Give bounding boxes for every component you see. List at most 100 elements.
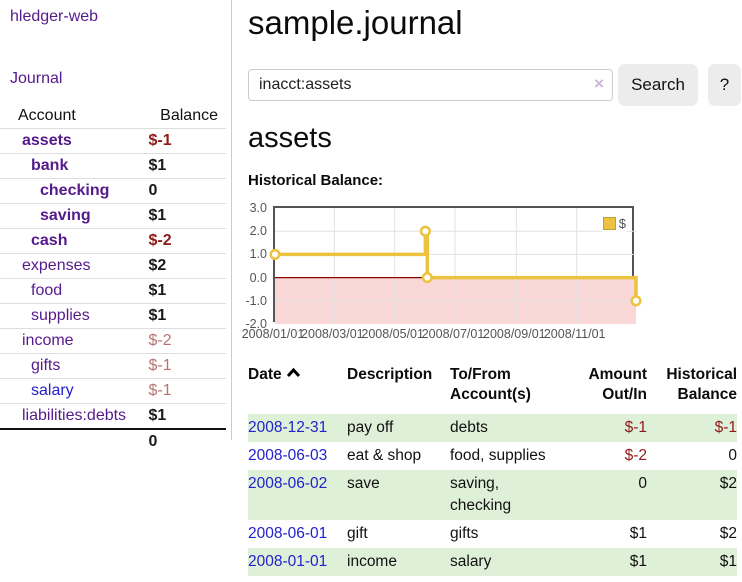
account-balance: $-2 — [148, 328, 226, 354]
register-row-balance: $1 — [647, 548, 737, 576]
register-row-date: 2008-12-31 — [248, 414, 347, 442]
account-link-income[interactable]: income — [22, 332, 74, 349]
register-header-description: Description — [347, 366, 433, 383]
register-row-amount: $-2 — [624, 447, 647, 464]
transaction-date-link[interactable]: 2008-06-02 — [248, 475, 328, 492]
account-row: expenses $2 — [0, 253, 226, 279]
transaction-date-link[interactable]: 2008-06-01 — [248, 525, 328, 542]
data-point-marker — [419, 225, 431, 237]
y-tick-label: -1.0 — [245, 293, 267, 308]
x-tick-label: 2008/01/01 — [241, 327, 305, 341]
x-tick-label: 2008/11/01 — [543, 327, 606, 341]
account-link-food[interactable]: food — [31, 282, 63, 299]
transaction-date-link[interactable]: 2008-12-31 — [248, 419, 328, 436]
transaction-date-link[interactable]: 2008-06-03 — [248, 447, 328, 464]
register-row-accounts: food, supplies — [450, 447, 546, 464]
account-row: checking 0 — [0, 178, 226, 204]
search-button[interactable]: Search — [618, 64, 698, 106]
register-row-accounts: gifts — [450, 525, 479, 542]
account-row: food $1 — [0, 278, 226, 304]
register-row-description: pay off — [347, 414, 450, 442]
register-row-balance: $2 — [719, 525, 737, 542]
register-row-date: 2008-06-01 — [248, 520, 347, 548]
register-table: Date Description To/From Account(s) Amou… — [248, 362, 737, 576]
accounts-header-account: Account — [18, 107, 76, 124]
account-balance: $-2 — [148, 228, 226, 254]
help-button[interactable]: ? — [708, 64, 741, 106]
legend-swatch-icon — [602, 217, 616, 230]
data-point-marker — [630, 295, 642, 307]
account-row: gifts $-1 — [0, 353, 226, 379]
chart-title: Historical Balance: — [248, 172, 384, 189]
account-link-bank[interactable]: bank — [31, 157, 69, 174]
register-header-balance: Historical Balance — [666, 366, 737, 403]
account-balance: $1 — [148, 303, 226, 329]
register-row-accounts: saving, checking — [450, 470, 575, 520]
account-link-cash[interactable]: cash — [31, 232, 68, 249]
register-row-date: 2008-01-01 — [248, 548, 347, 576]
x-tick-label: 2008/09/01 — [483, 327, 546, 341]
legend-label: $ — [618, 216, 626, 231]
search-form: × Search ? — [248, 64, 742, 106]
account-row: bank $1 — [0, 153, 226, 179]
chart-plot-area: $ — [269, 206, 642, 324]
accounts-header-balance: Balance — [160, 107, 218, 124]
x-tick-label: 2008/07/01 — [421, 327, 485, 341]
account-link-gifts[interactable]: gifts — [31, 357, 61, 374]
accounts-total-row: 0 — [0, 428, 226, 454]
account-row: income $-2 — [0, 328, 226, 354]
accounts-table-header: Account Balance — [0, 104, 226, 129]
clear-search-icon[interactable]: × — [594, 74, 604, 93]
register-row-description: eat & shop — [347, 447, 422, 464]
register-row-accounts: salary — [450, 548, 575, 576]
register-row-amount: $-1 — [575, 414, 647, 442]
register-row-balance: $-1 — [647, 414, 737, 442]
register-row-balance: 0 — [728, 447, 737, 464]
search-input[interactable] — [248, 69, 613, 101]
transaction-date-link[interactable]: 2008-01-01 — [248, 553, 328, 570]
x-tick-label: 2008/03/01 — [301, 327, 364, 341]
account-balance: $-1 — [148, 128, 226, 154]
register-row-amount: $1 — [575, 548, 647, 576]
sidebar: hledger-web Journal Account Balance asse… — [0, 0, 232, 454]
account-balance: 0 — [148, 178, 226, 204]
data-point-marker — [421, 272, 433, 284]
register-header-amount: Amount Out/In — [588, 366, 647, 403]
account-link-saving[interactable]: saving — [40, 207, 91, 224]
data-point-marker — [269, 248, 281, 260]
account-row: supplies $1 — [0, 303, 226, 329]
account-link-checking[interactable]: checking — [40, 182, 110, 199]
y-tick-label: 2.0 — [249, 224, 267, 239]
account-row: saving $1 — [0, 203, 226, 229]
register-row-description: save — [347, 470, 450, 520]
sort-ascending-icon — [286, 367, 300, 378]
account-link-salary[interactable]: salary — [31, 382, 74, 399]
app-brand-link[interactable]: hledger-web — [10, 8, 99, 25]
accounts-total-value: 0 — [148, 428, 226, 454]
balance-chart: $ 3.0 2.0 1.0 0.0 -1.0 -2.0 2008/01/01 2008/03… — [242, 201, 642, 341]
register-header-accounts: To/From Account(s) — [450, 366, 531, 403]
account-row: assets $-1 — [0, 128, 226, 154]
register-row-date: 2008-06-03 — [248, 442, 347, 470]
sidebar-item-journal[interactable]: Journal — [10, 70, 63, 87]
y-tick-label: 3.0 — [249, 201, 267, 215]
account-link-assets[interactable]: assets — [22, 132, 72, 149]
account-balance: $-1 — [148, 378, 226, 404]
account-balance: $1 — [148, 403, 226, 429]
register-row-balance: $2 — [647, 470, 737, 520]
account-link-expenses[interactable]: expenses — [22, 257, 91, 274]
register-row-description: gift — [347, 525, 368, 542]
x-tick-label: 2008/05/01 — [361, 327, 424, 341]
account-heading: assets — [248, 122, 332, 154]
account-row: salary $-1 — [0, 378, 226, 404]
account-balance: $1 — [148, 153, 226, 179]
y-tick-label: -2.0 — [245, 317, 267, 331]
register-row-amount: 0 — [575, 470, 647, 520]
account-link-liabilities-debts[interactable]: liabilities:debts — [22, 407, 127, 424]
register-row-accounts: debts — [450, 414, 575, 442]
register-row-amount: $1 — [629, 525, 647, 542]
chart-legend: $ — [601, 215, 627, 232]
account-row: liabilities:debts $1 — [0, 403, 226, 429]
account-link-supplies[interactable]: supplies — [31, 307, 90, 324]
chart-svg — [269, 208, 642, 324]
